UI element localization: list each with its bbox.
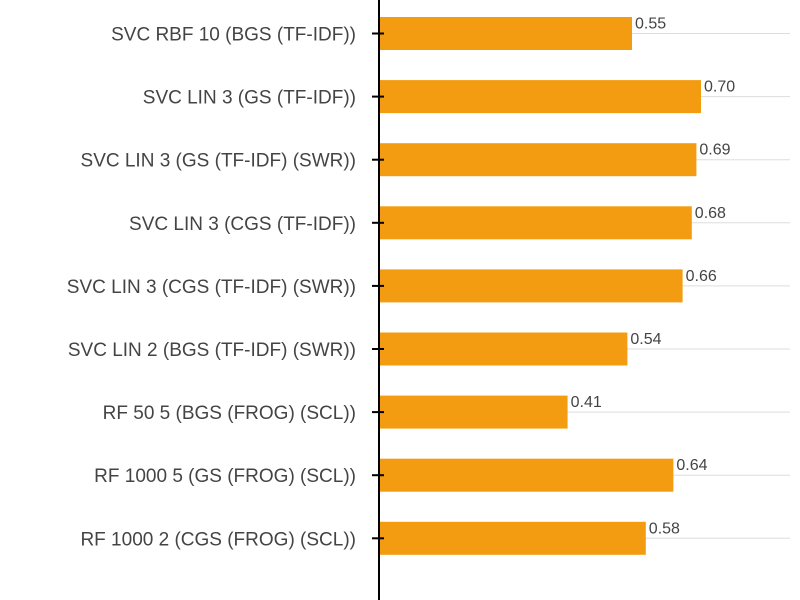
bar	[379, 143, 697, 177]
bar	[379, 458, 674, 492]
bar	[379, 80, 701, 114]
category-label: RF 1000 2 (CGS (FROG) (SCL))	[80, 529, 356, 550]
category-label: SVC LIN 3 (GS (TF-IDF))	[143, 88, 356, 109]
bar	[379, 332, 628, 366]
category-label: SVC LIN 3 (CGS (TF-IDF) (SWR))	[67, 277, 356, 298]
category-label: SVC LIN 2 (BGS (TF-IDF) (SWR))	[68, 340, 356, 361]
value-label: 0.58	[649, 520, 680, 537]
category-label: RF 1000 5 (GS (FROG) (SCL))	[94, 466, 356, 487]
value-label: 0.70	[704, 79, 735, 96]
value-label: 0.54	[630, 331, 661, 348]
value-label: 0.55	[635, 16, 666, 33]
bar	[379, 17, 632, 50]
value-label: 0.68	[695, 205, 726, 222]
bar	[379, 206, 692, 240]
value-labels: 0.55 0.70 0.69 0.68 0.66 0.54 0.41 0.64 0.58	[571, 16, 736, 538]
value-label: 0.69	[699, 142, 730, 159]
bars	[379, 17, 701, 555]
bar	[379, 269, 683, 303]
value-label: 0.66	[686, 268, 717, 285]
category-label: SVC RBF 10 (BGS (TF-IDF))	[111, 25, 356, 46]
value-label: 0.41	[571, 394, 602, 411]
category-label: SVC LIN 3 (GS (TF-IDF) (SWR))	[81, 151, 356, 172]
category-label: SVC LIN 3 (CGS (TF-IDF))	[129, 214, 356, 235]
category-label: RF 50 5 (BGS (FROG) (SCL))	[103, 403, 356, 424]
category-labels: SVC RBF 10 (BGS (TF-IDF)) SVC LIN 3 (GS (…	[67, 25, 356, 551]
value-label: 0.64	[676, 457, 707, 474]
bar	[379, 521, 646, 555]
bar	[379, 395, 568, 429]
